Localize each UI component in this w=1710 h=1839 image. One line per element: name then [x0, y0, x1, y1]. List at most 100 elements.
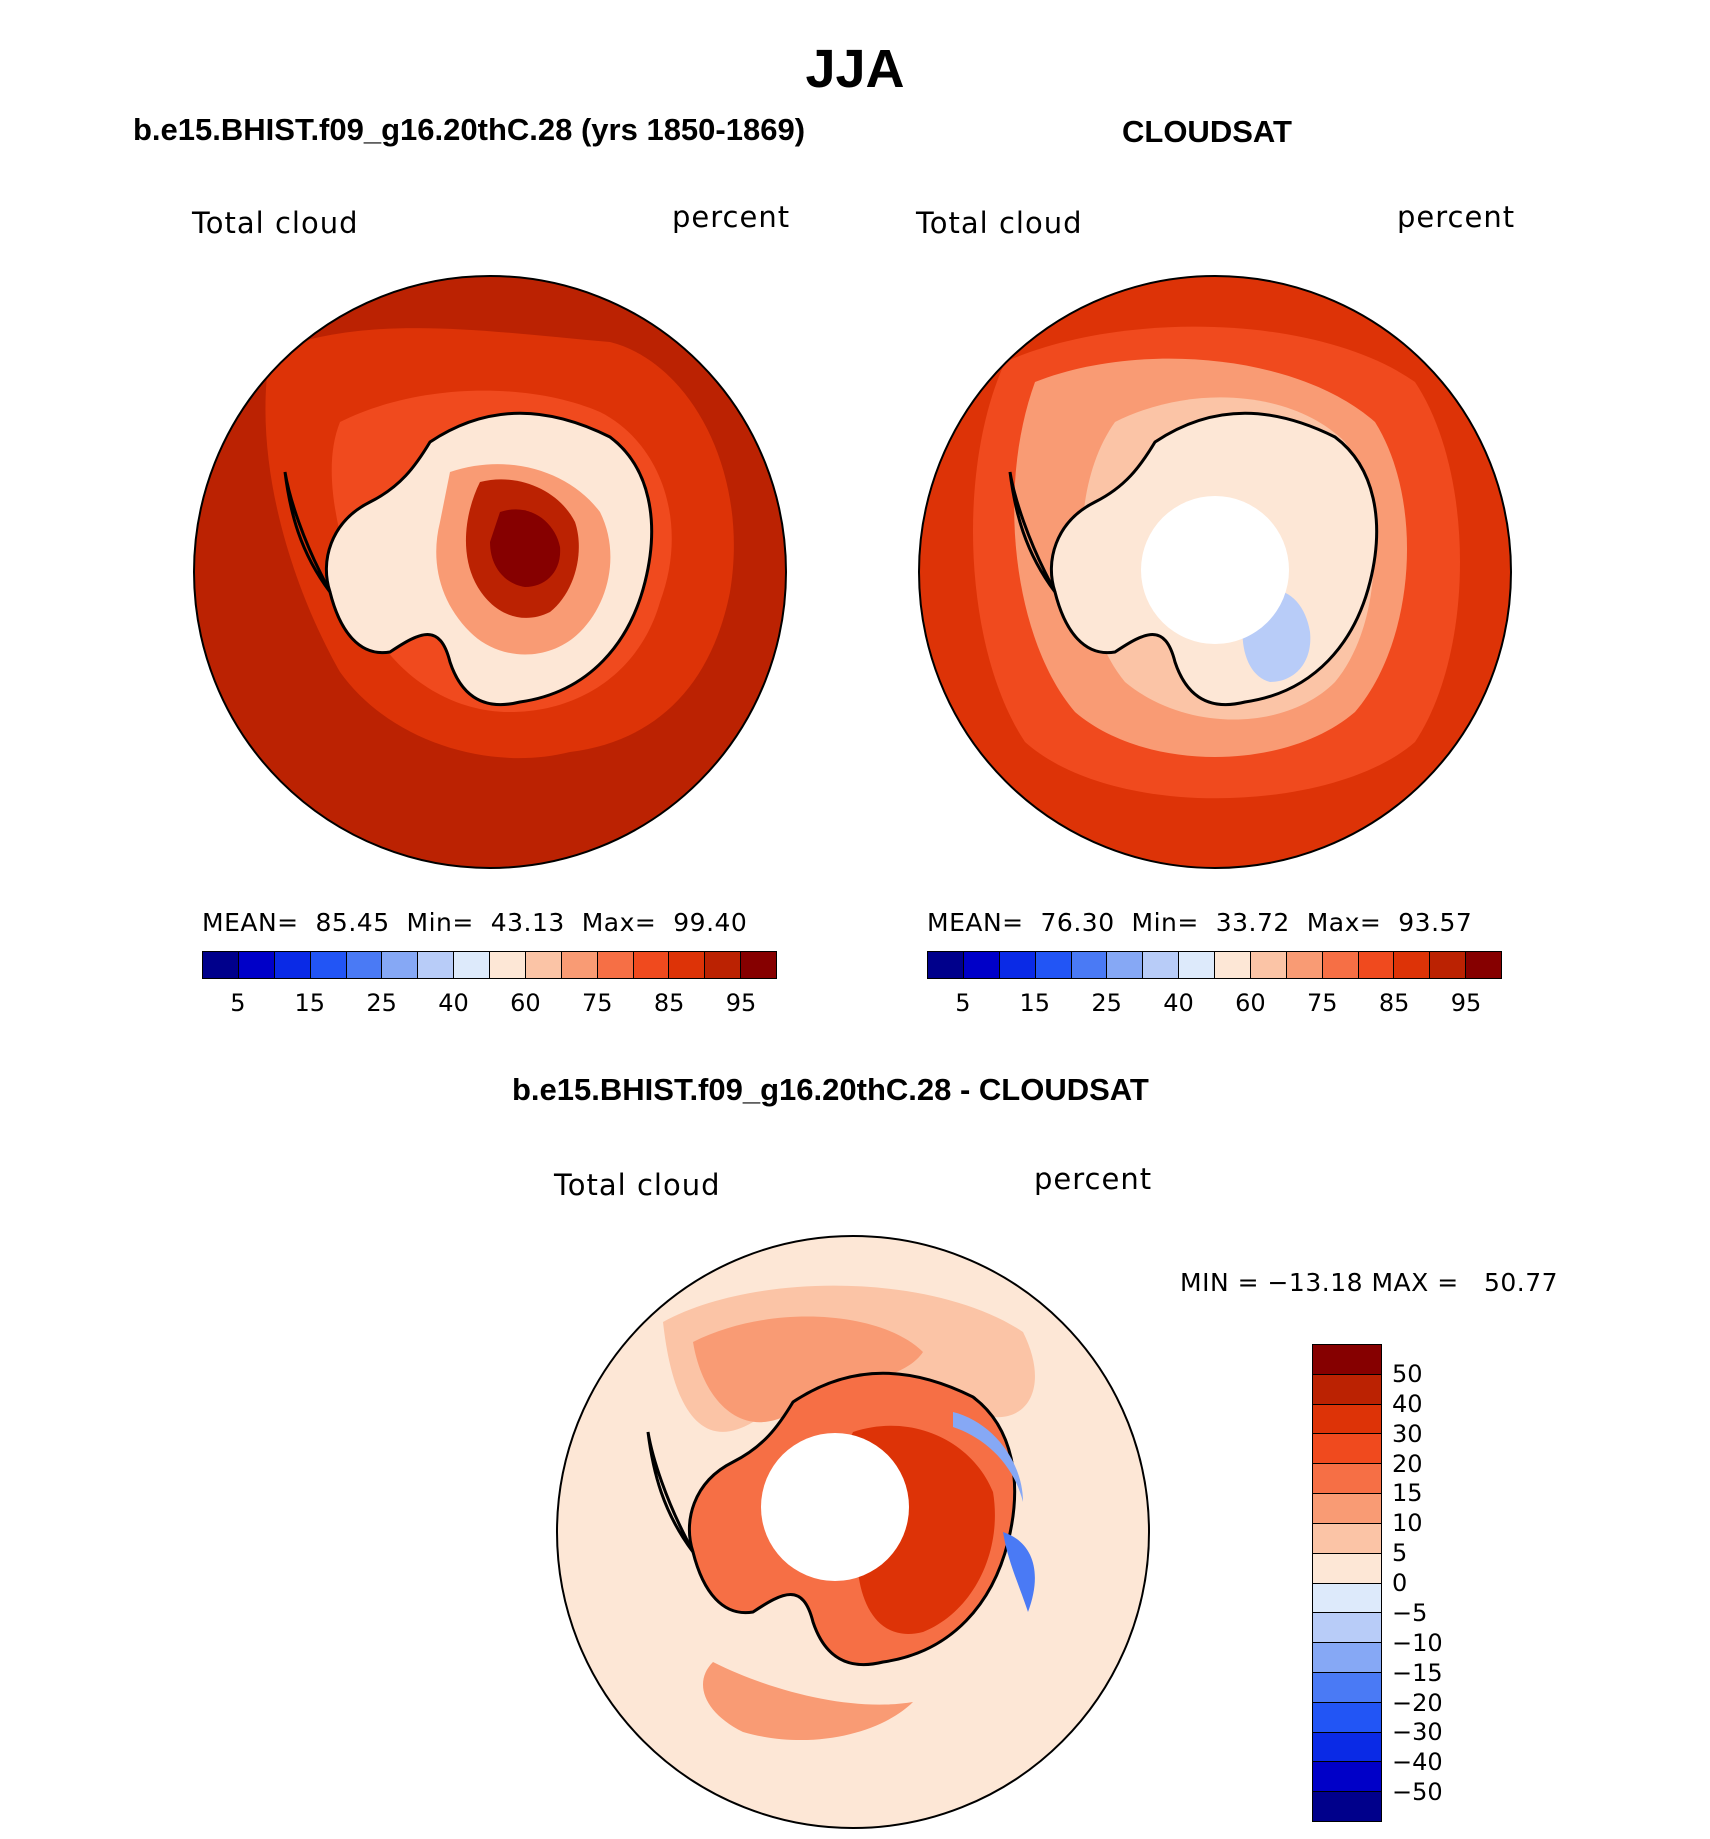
diff-contour-band	[1003, 1532, 1035, 1612]
colorbar-tick-label: 15	[1392, 1479, 1423, 1508]
colorbar-swatch	[1313, 1464, 1381, 1495]
colorbar-tick-label: 20	[1392, 1449, 1423, 1478]
colorbar-swatch	[963, 952, 1000, 978]
colorbar-tick-label: 5	[230, 989, 246, 1017]
diff-contour-band	[703, 1662, 913, 1741]
diff-polar-map	[556, 1235, 1150, 1829]
colorbar-tick-label: 50	[1392, 1359, 1423, 1388]
obs-stats: MEAN= 76.30 Min= 33.72 Max= 93.57	[927, 908, 1472, 937]
colorbar-tick-label: 75	[1307, 989, 1338, 1017]
colorbar-tick-label: 25	[1091, 989, 1122, 1017]
obs-missing-data-hole	[1141, 496, 1289, 644]
model-variable-label: Total cloud	[192, 206, 359, 240]
colorbar-swatch	[1394, 952, 1431, 978]
colorbar-swatch	[1313, 1553, 1381, 1584]
diff-minmax: MIN = −13.18 MAX = 50.77	[1180, 1268, 1559, 1297]
colorbar-tick-label: 5	[1392, 1539, 1408, 1568]
colorbar-swatch	[1313, 1345, 1381, 1375]
antarctic-peninsula	[646, 1431, 695, 1553]
colorbar-swatch	[1313, 1494, 1381, 1524]
colorbar-swatch	[1286, 952, 1323, 978]
colorbar-swatch	[1250, 952, 1287, 978]
obs-min-label: Min=	[1131, 908, 1199, 937]
colorbar-tick-label: 10	[1392, 1509, 1423, 1538]
colorbar-swatch	[1313, 1523, 1381, 1554]
obs-min-value: 33.72	[1215, 908, 1290, 937]
colorbar-swatch	[1107, 952, 1144, 978]
diff-units-label: percent	[1034, 1162, 1153, 1196]
colorbar-swatch	[1313, 1732, 1381, 1763]
obs-map-boundary	[918, 275, 1512, 869]
model-stats: MEAN= 85.45 Min= 43.13 Max= 99.40	[202, 908, 747, 937]
colorbar-swatch	[561, 952, 598, 978]
model-map-boundary	[193, 275, 787, 869]
colorbar-tick-label: −20	[1392, 1688, 1443, 1717]
figure-title: JJA	[805, 39, 905, 99]
colorbar-tick-label: 75	[582, 989, 613, 1017]
obs-colorbar	[927, 951, 1502, 979]
model-min-label: Min=	[406, 908, 474, 937]
colorbar-swatch	[454, 952, 490, 978]
diff-contour-band	[693, 1316, 923, 1423]
colorbar-swatch	[1313, 1583, 1381, 1614]
colorbar-tick-label: −40	[1392, 1748, 1443, 1777]
colorbar-swatch	[1035, 952, 1072, 978]
colorbar-tick-label: 60	[510, 989, 541, 1017]
colorbar-swatch	[1313, 1404, 1381, 1435]
colorbar-swatch	[1313, 1672, 1381, 1703]
colorbar-tick-label: −50	[1392, 1778, 1443, 1807]
colorbar-swatch	[1071, 952, 1108, 978]
colorbar-swatch	[1358, 952, 1395, 978]
obs-max-label: Max=	[1306, 908, 1382, 937]
colorbar-tick-label: 40	[438, 989, 469, 1017]
colorbar-tick-label: 40	[1392, 1389, 1423, 1418]
colorbar-swatch	[1322, 952, 1359, 978]
colorbar-swatch	[705, 952, 742, 978]
model-min-value: 43.13	[490, 908, 565, 937]
obs-units-label: percent	[1397, 200, 1516, 234]
diff-missing-data-hole	[761, 1433, 909, 1581]
colorbar-swatch	[999, 952, 1036, 978]
colorbar-swatch	[310, 952, 347, 978]
colorbar-swatch	[525, 952, 562, 978]
antarctic-peninsula	[283, 471, 332, 593]
model-panel-title: b.e15.BHIST.f09_g16.20thC.28 (yrs 1850-1…	[133, 112, 806, 147]
model-polar-map	[193, 275, 787, 869]
colorbar-swatch	[490, 952, 526, 978]
colorbar-swatch	[1466, 952, 1501, 978]
colorbar-swatch	[346, 952, 383, 978]
colorbar-tick-label: −5	[1392, 1598, 1428, 1627]
obs-mean-value: 76.30	[1040, 908, 1115, 937]
obs-max-value: 93.57	[1398, 908, 1473, 937]
colorbar-swatch	[669, 952, 706, 978]
obs-panel-title: CLOUDSAT	[1122, 114, 1292, 149]
diff-map-boundary	[556, 1235, 1150, 1829]
colorbar-tick-label: 0	[1392, 1569, 1408, 1597]
colorbar-tick-label: −30	[1392, 1718, 1443, 1747]
colorbar-tick-label: 85	[1378, 989, 1410, 1017]
colorbar-tick-label: 95	[725, 989, 757, 1017]
model-units-label: percent	[672, 200, 791, 234]
colorbar-tick-label: 25	[366, 989, 397, 1017]
colorbar-swatch	[1143, 952, 1180, 978]
obs-variable-label: Total cloud	[916, 206, 1083, 240]
colorbar-swatch	[382, 952, 419, 978]
colorbar-swatch	[1313, 1702, 1381, 1733]
antarctic-peninsula	[1008, 471, 1057, 593]
obs-polar-map	[918, 275, 1512, 869]
model-mean-label: MEAN=	[202, 908, 299, 937]
colorbar-tick-label: 30	[1392, 1419, 1423, 1448]
colorbar-swatch	[1215, 952, 1251, 978]
colorbar-swatch	[1430, 952, 1467, 978]
colorbar-tick-label: 60	[1235, 989, 1266, 1017]
colorbar-swatch	[741, 952, 776, 978]
colorbar-swatch	[597, 952, 634, 978]
colorbar-tick-label: −10	[1392, 1628, 1443, 1657]
colorbar-swatch	[1313, 1643, 1381, 1673]
obs-mean-label: MEAN=	[927, 908, 1024, 937]
colorbar-swatch	[1313, 1434, 1381, 1465]
diff-panel-title: b.e15.BHIST.f09_g16.20thC.28 - CLOUDSAT	[512, 1072, 1149, 1107]
diff-variable-label: Total cloud	[554, 1168, 721, 1202]
model-max-label: Max=	[581, 908, 657, 937]
colorbar-swatch	[238, 952, 275, 978]
